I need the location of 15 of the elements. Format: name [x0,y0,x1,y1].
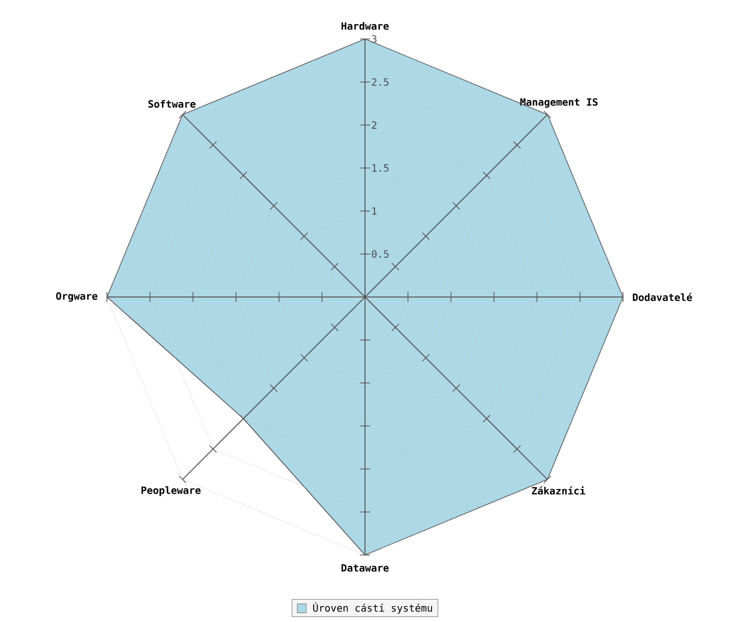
legend-label: Úroven cástí systému [313,602,432,614]
y-tick-label: 1 [372,207,377,215]
spoke-label: Dataware [342,564,389,572]
spoke-label: Orgware [56,292,98,302]
spoke-label: Hardware [342,22,389,30]
y-tick-label: 2.5 [372,78,388,86]
y-tick-label: 0.5 [372,250,388,258]
spoke-label: Management IS [520,98,598,108]
spoke-label: Software [148,100,196,108]
y-tick-label: 1.5 [372,164,388,172]
spoke-label: Dodavatelé [632,292,692,302]
y-tick-label: 2 [372,121,376,129]
y-tick-label: 3 [372,35,376,43]
spoke-label: Peopleware [142,486,201,496]
spoke-label: Zákazníci [532,486,586,495]
